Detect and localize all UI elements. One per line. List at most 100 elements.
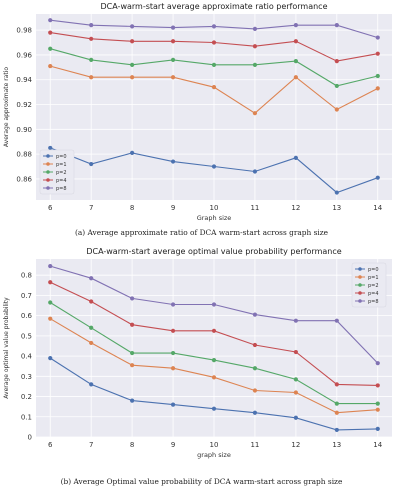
y-tick-label: 0.94 (16, 76, 32, 84)
legend-marker (358, 299, 362, 303)
x-tick-label: 8 (130, 441, 134, 449)
data-point (334, 83, 339, 89)
x-tick-label: 6 (48, 441, 53, 449)
x-tick-label: 13 (332, 441, 341, 449)
data-point (170, 302, 176, 307)
legend-label: p=1 (368, 275, 379, 281)
data-point (48, 356, 53, 361)
data-point (48, 316, 53, 321)
data-point (211, 164, 217, 169)
data-point (48, 263, 53, 269)
data-point (170, 75, 176, 80)
data-point (89, 57, 94, 62)
figure-b: 0 0.1 0.2 0.3 0.4 0.5 0.6 0.7 0.8 6 7 8 9 10 11 12 13 14 D… (0, 245, 403, 487)
y-tick-label: 0.3 (21, 373, 32, 381)
data-point (130, 398, 135, 403)
data-point (334, 427, 339, 433)
data-point (375, 86, 380, 91)
data-point (252, 26, 258, 31)
caption-b: (b) Average Optimal value probability of… (60, 477, 343, 486)
data-point (89, 161, 94, 167)
legend-label: p=0 (56, 154, 67, 160)
y-tick-label: 0.2 (21, 393, 32, 401)
x-tick-label: 6 (48, 204, 53, 212)
legend-marker (358, 291, 362, 295)
data-point (170, 159, 176, 164)
x-axis-label: Graph size (197, 214, 232, 222)
x-axis-label: graph size (197, 451, 231, 459)
data-point (334, 401, 339, 406)
x-tick-label: 11 (250, 204, 259, 212)
data-point (130, 62, 135, 67)
data-point (293, 59, 298, 64)
y-axis-label: Average optimal value probability (3, 297, 10, 399)
figure-a: 0.86 0.88 0.90 0.92 0.94 0.96 0.98 6 7 8 9 10 11 12 13… (3, 2, 392, 237)
data-point (252, 169, 258, 174)
x-tick-label: 11 (250, 441, 259, 449)
data-point (293, 415, 298, 420)
legend-label: p=8 (56, 186, 67, 192)
x-tick-label: 10 (210, 204, 219, 212)
x-tick-label: 9 (171, 441, 175, 449)
data-point (170, 366, 176, 371)
y-tick-label: 0.96 (16, 51, 32, 59)
data-point (48, 280, 53, 285)
data-point (48, 300, 53, 305)
data-point (211, 375, 217, 380)
data-point (211, 62, 217, 67)
data-point (252, 366, 258, 371)
data-point (334, 382, 339, 387)
data-point (252, 312, 258, 317)
data-point (334, 410, 339, 415)
data-point (211, 40, 217, 45)
legend-box (351, 262, 387, 308)
y-tick-label: 0.6 (21, 312, 33, 320)
data-point (293, 349, 298, 355)
data-point (252, 410, 258, 415)
y-tick-label: 0.8 (21, 272, 32, 280)
data-point (375, 401, 380, 406)
data-point (48, 63, 53, 69)
data-point (375, 407, 380, 412)
legend-marker (46, 170, 50, 174)
data-point (170, 39, 176, 44)
data-point (48, 18, 53, 23)
data-point (375, 73, 380, 79)
legend-label: p=4 (56, 178, 67, 184)
data-point (293, 318, 298, 323)
data-point (293, 75, 298, 80)
y-tick-label: 0 (28, 434, 32, 442)
legend-marker (358, 283, 362, 287)
data-point (130, 39, 135, 44)
data-point (89, 276, 94, 281)
x-tick-label: 7 (89, 441, 93, 449)
data-point (211, 406, 217, 411)
chart-b: 0 0.1 0.2 0.3 0.4 0.5 0.6 0.7 0.8 6 7 8 9 10 11 12 13 14 D… (3, 247, 392, 459)
x-tick-label: 13 (332, 204, 341, 212)
legend-box (39, 149, 75, 195)
y-tick-label: 0.90 (16, 126, 32, 134)
legend-marker (358, 275, 362, 279)
data-point (130, 296, 135, 301)
data-point (89, 299, 94, 304)
data-point (89, 382, 94, 387)
data-point (211, 358, 217, 363)
x-tick-label: 14 (373, 441, 382, 449)
data-point (375, 383, 380, 388)
data-point (334, 23, 339, 28)
data-point (375, 426, 380, 432)
legend-label: p=8 (368, 299, 379, 305)
data-point (293, 155, 298, 160)
data-point (170, 402, 176, 407)
data-point (334, 107, 339, 112)
legend-marker (46, 186, 50, 190)
y-tick-label: 0.86 (16, 175, 32, 183)
legend-label: p=0 (368, 267, 379, 273)
data-point (48, 46, 53, 51)
data-point (211, 302, 217, 307)
data-point (293, 23, 298, 28)
data-point (130, 363, 135, 368)
data-point (252, 62, 258, 67)
y-tick-label: 0.4 (21, 353, 33, 361)
data-point (252, 388, 258, 393)
